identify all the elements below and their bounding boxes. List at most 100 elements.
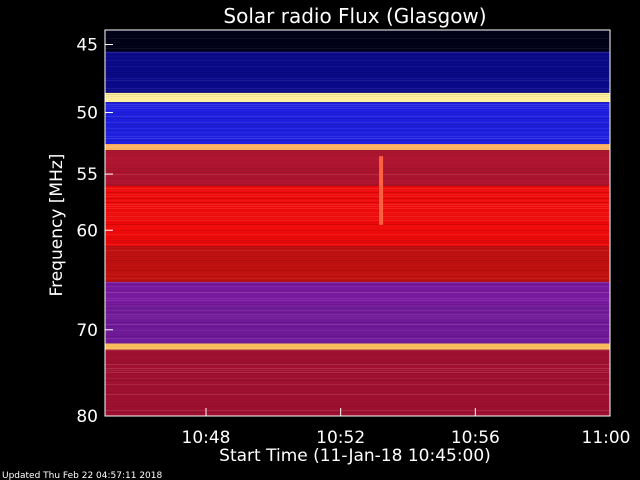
texture-stripe (105, 252, 610, 253)
texture-stripe (105, 326, 610, 327)
texture-stripe (105, 314, 610, 315)
texture-stripe (105, 262, 610, 263)
plot-area (104, 29, 611, 417)
texture-stripe (105, 100, 610, 101)
texture-stripe (105, 244, 610, 245)
texture-stripe (105, 190, 610, 191)
texture-stripe (105, 388, 610, 389)
texture-stripe (105, 370, 610, 371)
texture-stripe (105, 102, 610, 103)
texture-stripe (105, 234, 610, 235)
frequency-band-9 (105, 306, 610, 344)
texture-stripe (105, 68, 610, 69)
texture-stripe (105, 186, 610, 187)
texture-stripe (105, 124, 610, 125)
texture-stripe (105, 60, 610, 61)
x-axis-title: Start Time (11-Jan-18 10:45:00) (219, 446, 491, 466)
texture-stripe (105, 126, 610, 127)
texture-stripe (105, 80, 610, 81)
texture-stripe (105, 50, 610, 51)
frequency-band-11 (105, 349, 610, 416)
texture-stripe (105, 348, 610, 349)
texture-stripe (105, 324, 610, 325)
texture-stripe (105, 306, 610, 307)
texture-stripe (105, 390, 610, 391)
texture-stripe (105, 396, 610, 397)
texture-stripe (105, 164, 610, 165)
y-tick-label: 70 (76, 321, 98, 341)
texture-stripe (105, 182, 610, 183)
texture-stripe (105, 96, 610, 97)
texture-stripe (105, 328, 610, 329)
texture-stripe (105, 202, 610, 203)
texture-stripe (105, 192, 610, 193)
texture-stripe (105, 174, 610, 175)
texture-stripe (105, 62, 610, 63)
y-tick-label: 50 (76, 104, 98, 124)
texture-stripe (105, 132, 610, 133)
texture-stripe (105, 208, 610, 209)
texture-stripe (105, 304, 610, 305)
texture-stripe (105, 386, 610, 387)
y-tick-label: 60 (76, 221, 98, 241)
texture-stripe (105, 36, 610, 37)
texture-stripe (105, 296, 610, 297)
texture-stripe (105, 128, 610, 129)
y-tick-label: 80 (76, 407, 98, 427)
texture-stripe (105, 266, 610, 267)
texture-stripe (105, 342, 610, 343)
texture-stripe (105, 184, 610, 185)
texture-stripe (105, 110, 610, 111)
frequency-band-6 (105, 185, 610, 247)
texture-stripe (105, 310, 610, 311)
x-tick-label: 10:56 (451, 428, 500, 448)
texture-stripe (105, 254, 610, 255)
texture-stripe (105, 394, 610, 395)
frequency-band-4 (105, 144, 610, 151)
texture-stripe (105, 34, 610, 35)
texture-stripe (105, 32, 610, 33)
x-tick-label: 10:52 (316, 428, 365, 448)
frequency-band-0 (105, 30, 610, 52)
texture-stripe (105, 276, 610, 277)
texture-stripe (105, 274, 610, 275)
texture-stripe (105, 362, 610, 363)
frequency-band-5 (105, 150, 610, 186)
texture-stripe (105, 278, 610, 279)
texture-stripe (105, 88, 610, 89)
texture-stripe (105, 350, 610, 351)
texture-stripe (105, 158, 610, 159)
texture-stripe (105, 152, 610, 153)
texture-stripe (105, 54, 610, 55)
texture-stripe (105, 346, 610, 347)
frequency-band-1 (105, 51, 610, 93)
texture-stripe (105, 178, 610, 179)
texture-stripe (105, 180, 610, 181)
texture-stripe (105, 148, 610, 149)
texture-stripe (105, 144, 610, 145)
texture-stripe (105, 92, 610, 93)
texture-stripe (105, 150, 610, 151)
texture-stripe (105, 66, 610, 67)
texture-stripe (105, 298, 610, 299)
texture-stripe (105, 196, 610, 197)
texture-stripe (105, 198, 610, 199)
texture-stripe (105, 242, 610, 243)
texture-stripe (105, 332, 610, 333)
chart-title: Solar radio Flux (Glasgow) (223, 4, 486, 28)
texture-stripe (105, 146, 610, 147)
texture-stripe (105, 318, 610, 319)
texture-stripe (105, 378, 610, 379)
texture-stripe (105, 292, 610, 293)
y-axis-title: Frequency [MHz] (47, 154, 67, 297)
y-axis: 45 50 55 60 70 80 (76, 36, 113, 427)
texture-stripe (105, 138, 610, 139)
texture-stripe (105, 76, 610, 77)
texture-stripe (105, 340, 610, 341)
texture-stripe (105, 86, 610, 87)
texture-stripe (105, 406, 610, 407)
texture-stripe (105, 222, 610, 223)
texture-stripe (105, 108, 610, 109)
texture-stripe (105, 72, 610, 73)
texture-stripe (105, 282, 610, 283)
